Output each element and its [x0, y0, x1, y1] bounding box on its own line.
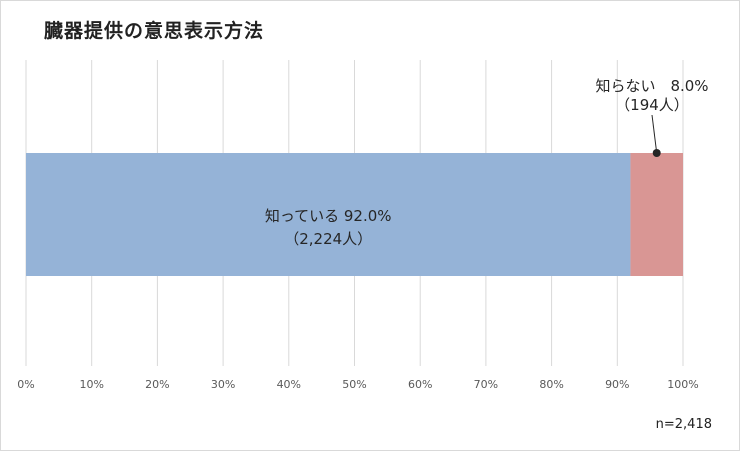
x-tick-label: 0%: [17, 378, 34, 391]
bar-label-unknown: 知らない 8.0%: [595, 77, 708, 95]
bar-count-unknown: （194人）: [615, 96, 689, 114]
callout-leader-line: [651, 114, 658, 154]
bar-count-known: （2,224人）: [284, 230, 372, 248]
x-tick-label: 10%: [79, 378, 103, 391]
x-tick-label: 100%: [667, 378, 698, 391]
x-tick-label: 90%: [605, 378, 629, 391]
chart-title: 臓器提供の意思表示方法: [44, 20, 265, 42]
x-tick-label: 20%: [145, 378, 169, 391]
x-tick-labels: 0% 10% 20% 30% 40% 50% 60% 70% 80% 90% 100%: [17, 378, 698, 391]
sample-size-note: n=2,418: [655, 417, 712, 432]
bar-segment-known: [26, 153, 631, 276]
bar-segment-unknown: [630, 153, 683, 276]
x-tick-label: 60%: [408, 378, 432, 391]
x-tick-label: 80%: [539, 378, 563, 391]
x-tick-label: 50%: [342, 378, 366, 391]
x-tick-label: 70%: [474, 378, 498, 391]
callout-marker: [652, 149, 661, 157]
bars: [26, 153, 683, 276]
x-tick-label: 30%: [211, 378, 235, 391]
bar-label-known: 知っている 92.0%: [265, 207, 392, 225]
x-tick-label: 40%: [277, 378, 301, 391]
bar-labels: 知っている 92.0% （2,224人） 知らない 8.0%（194人）: [265, 77, 709, 248]
